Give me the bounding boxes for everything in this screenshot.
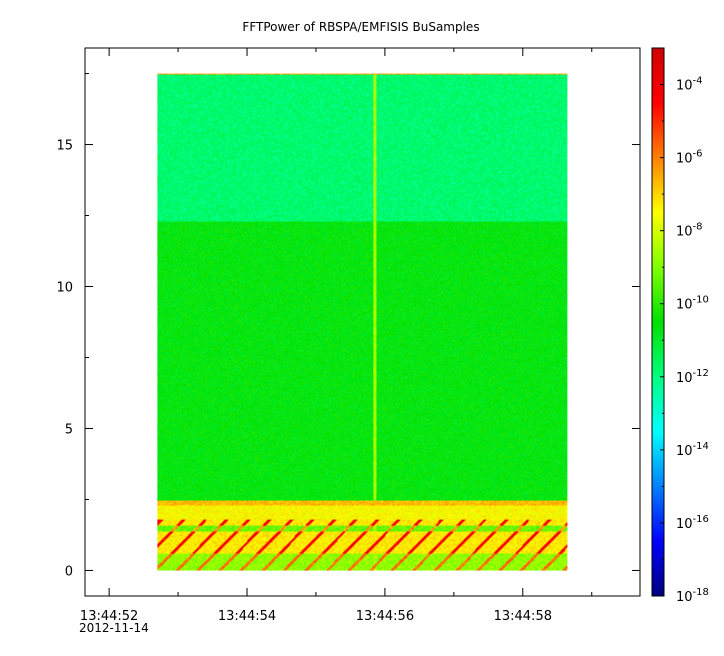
heatmap-area: [157, 73, 568, 571]
chart-title: FFTPower of RBSPA/EMFISIS BuSamples: [242, 20, 479, 34]
y-tick-label: 0: [65, 564, 73, 579]
colorbar-tick-label: 10-8: [676, 222, 703, 240]
x-tick-label: 13:44:52: [80, 609, 138, 624]
x-tick-label: 13:44:54: [218, 609, 276, 624]
colorbar-gradient: [651, 47, 665, 597]
x-tick-label: 13:44:56: [356, 609, 414, 624]
colorbar-tick-label: 10-6: [676, 149, 703, 167]
spectrogram-image: [157, 73, 568, 571]
x-tick-label: 13:44:58: [494, 609, 552, 624]
colorbar: 10-4 10-6 10-8 10-10 10-12 10-14 10-16 10-18: [651, 47, 709, 605]
y-tick-label: 5: [65, 422, 73, 437]
colorbar-tick-label: 10-12: [676, 368, 709, 386]
x-axis: 13:44:52 13:44:54 13:44:56 13:44:58: [80, 48, 593, 624]
colorbar-tick-label: 10-18: [676, 587, 709, 605]
colorbar-tick-label: 10-16: [676, 514, 709, 532]
y-tick-label: 10: [56, 281, 73, 296]
x-date-label: 2012-11-14: [79, 621, 149, 635]
colorbar-tick-label: 10-14: [676, 441, 709, 459]
y-axis: 0 5 10 15: [56, 73, 640, 579]
y-tick-label: 15: [56, 139, 73, 154]
colorbar-tick-label: 10-4: [676, 76, 703, 94]
colorbar-tick-label: 10-10: [676, 295, 709, 313]
